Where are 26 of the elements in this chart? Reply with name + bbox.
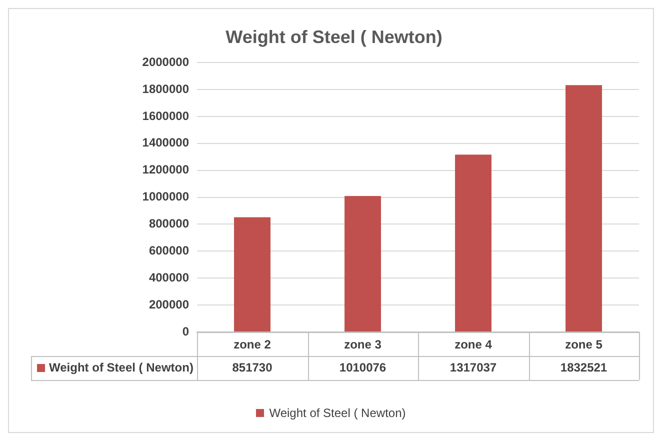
y-tick-label: 1000000 (142, 190, 190, 204)
x-tick-label: zone 2 (234, 338, 272, 352)
bar (455, 154, 492, 332)
y-tick-label: 0 (182, 324, 190, 338)
data-label: 1010076 (339, 360, 386, 374)
y-tick-label: 1800000 (142, 82, 190, 96)
bar (344, 196, 381, 332)
legend-label: Weight of Steel ( Newton) (49, 360, 194, 374)
y-tick-label: 600000 (148, 243, 190, 258)
text: Weight of Steel ( Newton) (269, 406, 406, 420)
y-tick-label: 2000000 (142, 54, 190, 69)
data-label: 1317037 (450, 360, 497, 374)
data-label: 851730 (232, 360, 273, 374)
y-tick-label: 1200000 (142, 162, 190, 177)
y-tick-label: 400000 (148, 270, 190, 284)
data-label: 1832521 (560, 360, 608, 374)
x-tick-label: zone 4 (454, 338, 492, 352)
y-tick-label: 1600000 (142, 108, 190, 123)
chart-title: Weight of Steel ( Newton) (226, 26, 442, 47)
x-tick-label: zone 5 (565, 338, 603, 352)
y-tick-label: 1400000 (142, 136, 190, 150)
x-tick-label: zone 3 (344, 338, 382, 352)
y-tick-label: 800000 (148, 216, 190, 231)
y-tick-label: 200000 (148, 297, 190, 312)
bar (566, 85, 602, 332)
bar (234, 217, 270, 332)
